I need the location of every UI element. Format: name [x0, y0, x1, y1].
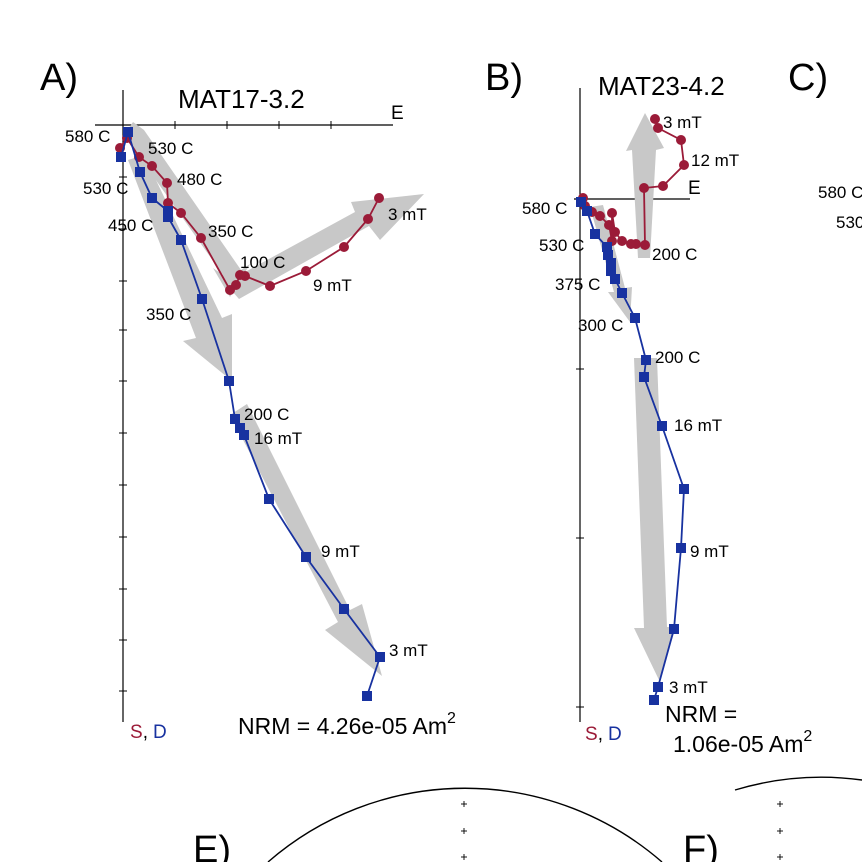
panel-b-anno-530c: 530 C [539, 236, 584, 255]
panel-c-anno-580c: 580 C [818, 183, 862, 202]
panel-b-anno-16mt: 16 mT [674, 416, 722, 435]
panel-a-legend-d: D [153, 722, 167, 743]
panel-b-nrm-exp: 2 [803, 728, 812, 745]
panel-a-title: MAT17-3.2 [178, 84, 305, 114]
panel-b-legend-sep: , [598, 724, 603, 745]
panel-a-anno-9mt-h: 9 mT [313, 276, 352, 295]
panel-a-legend-sep: , [143, 722, 148, 743]
panel-b-legend-s: S [585, 724, 598, 745]
panel-b-anno-580c: 580 C [522, 199, 567, 218]
panel-a-anno-350c-h: 350 C [208, 222, 253, 241]
panel-b-legend: S, D [585, 724, 622, 745]
panel-a-nrm-text: NRM = 4.26e-05 Am [238, 713, 447, 739]
panel-b-anno-12mt: 12 mT [691, 151, 739, 170]
panel-a-anno-480c: 480 C [177, 170, 222, 189]
panel-a-anno-100c: 100 C [240, 253, 285, 272]
panel-a-anno-16mt: 16 mT [254, 429, 302, 448]
panel-b-anno-9mt: 9 mT [690, 542, 729, 561]
panel-c: C) 580 C 530 [788, 57, 862, 232]
panel-a-vertical-points [116, 127, 385, 701]
panel-b-axis-label-e: E [688, 178, 701, 199]
panel-a-legend-s: S [130, 722, 143, 743]
panel-b: B) MAT23-4.2 E [485, 57, 812, 757]
panel-b-legend-d: D [608, 724, 622, 745]
panel-a-anno-200c: 200 C [244, 405, 289, 424]
panel-f: F) [683, 776, 862, 862]
panel-b-anno-300c: 300 C [578, 316, 623, 335]
panel-a: A) MAT17-3.2 E [40, 57, 456, 743]
panel-c-anno-530: 530 [836, 213, 862, 232]
panel-a-anno-350c-v: 350 C [146, 305, 191, 324]
panel-b-nrm-line1: NRM = [665, 701, 737, 727]
panel-a-anno-530c-v: 530 C [83, 179, 128, 198]
panel-b-anno-200c-h: 200 C [652, 245, 697, 264]
panel-a-anno-580c: 580 C [65, 127, 110, 146]
panel-f-label: F) [683, 829, 719, 862]
panel-b-anno-3mt-v: 3 mT [669, 678, 708, 697]
panel-b-anno-375c: 375 C [555, 275, 600, 294]
panel-b-fit-arrow-vertical-af [634, 358, 676, 680]
panel-b-axis-ticks [576, 368, 584, 708]
panel-a-axis-ticks [119, 121, 332, 692]
panel-a-fit-arrow-horizontal-lowfield [225, 194, 424, 299]
panel-b-nrm-line2: 1.06e-05 Am2 [673, 728, 812, 757]
panel-a-fit-arrow-vertical-thermal [128, 155, 232, 381]
panel-e-stereonet-ticks [461, 801, 467, 860]
panel-e-label: E) [193, 829, 231, 862]
panel-a-anno-9mt-v: 9 mT [321, 542, 360, 561]
panel-e: E) [193, 787, 663, 862]
panel-b-nrm-text: 1.06e-05 Am [673, 731, 803, 757]
panel-b-vertical-points [576, 197, 689, 705]
panel-a-nrm: NRM = 4.26e-05 Am2 [238, 710, 456, 739]
panel-a-fit-arrow-vertical-af [230, 404, 382, 676]
panel-a-legend: S, D [130, 722, 167, 743]
panel-a-anno-3mt-v: 3 mT [389, 641, 428, 660]
panel-a-anno-3mt-h: 3 mT [388, 205, 427, 224]
panel-a-label: A) [40, 57, 78, 99]
panel-f-stereonet-outline [734, 776, 862, 791]
panel-b-label: B) [485, 57, 523, 99]
panel-a-axis-label-e: E [391, 103, 404, 124]
panel-b-anno-3mt-h: 3 mT [663, 113, 702, 132]
panel-a-anno-530c: 530 C [148, 139, 193, 158]
panel-e-stereonet-outline [267, 787, 663, 862]
panel-f-stereonet-ticks [777, 801, 783, 860]
panel-a-nrm-exp: 2 [447, 710, 456, 727]
panel-c-label: C) [788, 57, 828, 99]
panel-b-title: MAT23-4.2 [598, 71, 725, 101]
panel-b-anno-200c-v: 200 C [655, 348, 700, 367]
panel-a-anno-450c: 450 C [108, 216, 153, 235]
